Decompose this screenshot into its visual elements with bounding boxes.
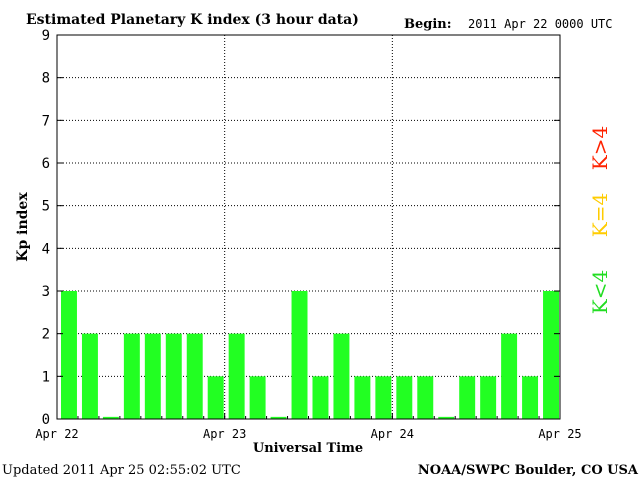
y-tick-label: 6 xyxy=(42,156,50,172)
kp-bar xyxy=(207,376,224,419)
kp-bar xyxy=(522,376,539,419)
kp-bar xyxy=(186,333,203,419)
x-ticks: Apr 22 Apr 23 Apr 24 Apr 25 xyxy=(35,413,582,441)
kp-bar xyxy=(438,416,455,419)
begin-label: Begin: xyxy=(404,17,452,32)
kp-bar xyxy=(102,416,119,419)
kp-bar xyxy=(312,376,329,419)
legend-k-eq-4: K=4 xyxy=(588,193,612,237)
x-tick-label: Apr 23 xyxy=(203,427,246,441)
kp-bar xyxy=(61,291,77,419)
footer-updated: Updated 2011 Apr 25 02:55:02 UTC xyxy=(2,463,241,478)
kp-bar xyxy=(333,333,350,419)
y-tick-label: 7 xyxy=(42,113,50,129)
grid-lines xyxy=(57,35,560,419)
kp-bar xyxy=(417,376,434,419)
chart-title: Estimated Planetary K index (3 hour data… xyxy=(26,12,359,28)
begin-value: 2011 Apr 22 0000 UTC xyxy=(468,17,613,31)
kp-bar xyxy=(543,291,559,419)
y-tick-label: 4 xyxy=(42,241,50,257)
y-ticks: 0 1 2 3 4 5 6 7 8 9 xyxy=(42,28,560,428)
x-tick-label: Apr 22 xyxy=(35,427,78,441)
kp-bar xyxy=(165,333,182,419)
kp-bar xyxy=(480,376,497,419)
y-tick-label: 2 xyxy=(42,327,50,343)
y-tick-label: 5 xyxy=(42,199,50,215)
kp-bar xyxy=(375,376,392,419)
y-tick-label: 8 xyxy=(42,71,50,87)
kp-bar xyxy=(396,376,413,419)
kp-bar xyxy=(228,333,245,419)
y-tick-label: 0 xyxy=(42,412,50,428)
kp-bar xyxy=(291,291,308,419)
kp-bar xyxy=(144,333,161,419)
kp-bar xyxy=(501,333,518,419)
kp-bar xyxy=(249,376,266,419)
kp-bar xyxy=(81,333,98,419)
legend-k-lt-4: K<4 xyxy=(588,270,612,314)
y-tick-label: 3 xyxy=(42,284,50,300)
kp-bar xyxy=(123,333,140,419)
x-axis-label: Universal Time xyxy=(253,441,363,456)
y-tick-label: 1 xyxy=(42,369,50,385)
y-axis-label: Kp index xyxy=(15,192,31,262)
kp-bar xyxy=(459,376,476,419)
kp-bar xyxy=(354,376,371,419)
kp-bar xyxy=(270,416,287,419)
x-tick-label: Apr 24 xyxy=(371,427,414,441)
y-tick-label: 9 xyxy=(42,28,50,44)
legend-k-gt-4: K>4 xyxy=(588,126,612,170)
bars-group xyxy=(61,291,559,419)
x-tick-label: Apr 25 xyxy=(538,427,581,441)
footer-credit: NOAA/SWPC Boulder, CO USA xyxy=(418,463,639,478)
